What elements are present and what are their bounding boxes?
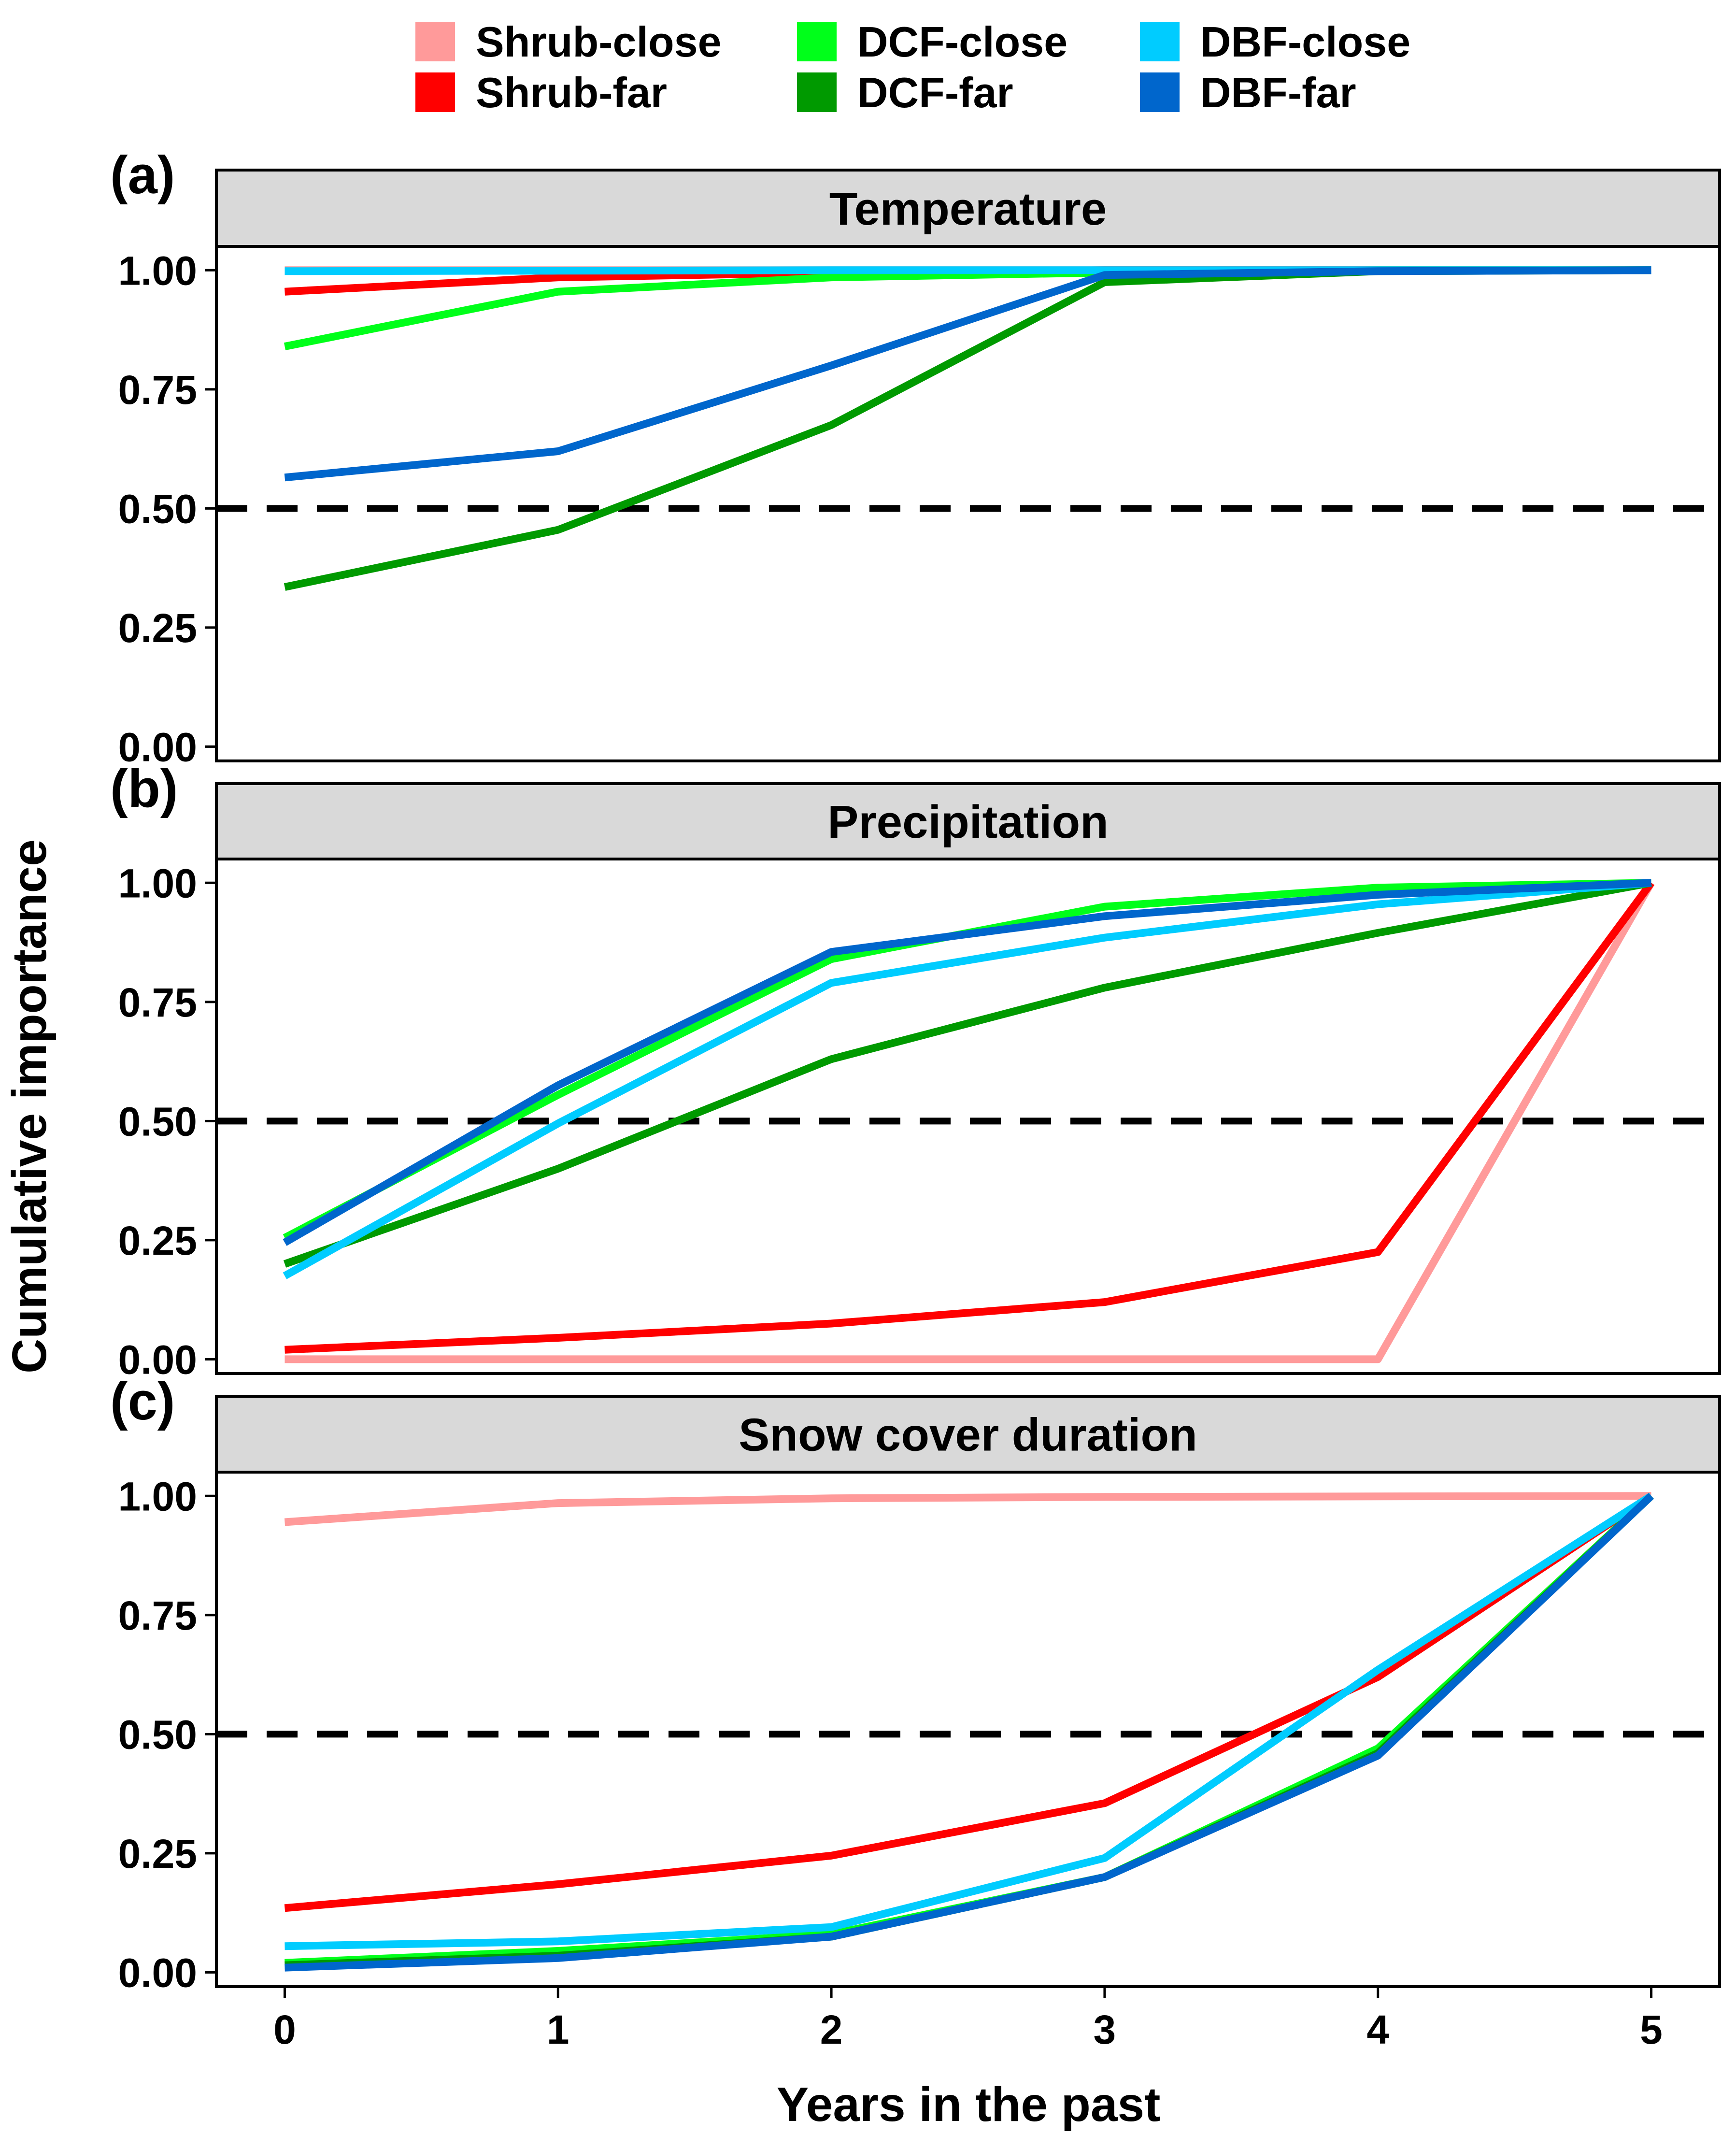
x-axis-title: Years in the past	[777, 2077, 1161, 2132]
y-tick-label: 1.00	[118, 860, 198, 906]
series-line-dcf-far	[283, 879, 1652, 1268]
facet-title: Temperature	[829, 183, 1107, 235]
legend-entry: DCF-far	[797, 69, 1013, 116]
y-tick-label: 0.75	[118, 367, 198, 413]
y-tick-label: 0.75	[118, 1593, 198, 1638]
series-line-dbf-close	[283, 879, 1652, 1279]
legend-entry: DBF-far	[1140, 69, 1356, 116]
y-tick-label: 0.00	[118, 724, 198, 770]
y-tick-label: 0.75	[118, 980, 198, 1025]
x-tick-label: 1	[547, 2007, 569, 2052]
legend-swatch	[415, 22, 455, 61]
legend-swatch	[797, 22, 837, 61]
legend-entry: Shrub-close	[415, 18, 722, 66]
panel-3: Snow cover duration (c) 0.00 0.25 0.50 0.75 1.…	[110, 1372, 1721, 2052]
legend-label: DBF-far	[1200, 69, 1356, 116]
y-tick-label: 0.00	[118, 1337, 198, 1382]
x-tick-label: 5	[1640, 2007, 1663, 2052]
facet-strip	[215, 169, 1721, 248]
panel-label: (c)	[110, 1372, 175, 1431]
panel-label: (a)	[110, 145, 175, 205]
legend-swatch	[1140, 22, 1180, 61]
legend-entry: DBF-close	[1140, 18, 1410, 66]
x-tick-label: 3	[1094, 2007, 1116, 2052]
series-line-dbf-far	[284, 266, 1651, 482]
y-tick-label: 0.50	[118, 486, 198, 531]
legend-entry: Shrub-far	[415, 69, 667, 116]
legend-label: DCF-close	[857, 18, 1067, 66]
y-tick-label: 0.00	[118, 1950, 198, 1995]
y-tick-label: 0.25	[118, 1831, 198, 1877]
y-tick-label: 1.00	[118, 1474, 198, 1519]
panel-1: Temperature (a) 0.00 0.25 0.50 0.75 1.00	[110, 145, 1721, 770]
plot-border	[215, 1471, 1721, 1988]
y-tick-label: 0.50	[118, 1712, 198, 1757]
y-tick-label: 0.25	[118, 605, 198, 651]
y-tick-label: 0.50	[118, 1099, 198, 1144]
legend-label: DBF-close	[1200, 18, 1410, 66]
x-tick-label: 0	[273, 2007, 296, 2052]
y-tick-label: 1.00	[118, 248, 198, 293]
series-line-dbf-far	[285, 1493, 1654, 1972]
panel-label: (b)	[110, 759, 178, 818]
panels: Temperature(a)0.000.250.500.751.00Precip…	[110, 145, 1721, 2052]
legend-swatch	[1140, 72, 1180, 112]
x-tick-label: 2	[820, 2007, 843, 2052]
series-line-shrub-close	[284, 1492, 1651, 1526]
legend-swatch	[415, 72, 455, 112]
series-line-shrub-far	[284, 1492, 1653, 1912]
legend-swatch	[797, 72, 837, 112]
legend-label: Shrub-close	[476, 18, 722, 66]
panel-2: Precipitation (b) 0.00 0.25 0.50 0.75 1.00	[110, 759, 1721, 1382]
plot-border	[215, 858, 1721, 1375]
facet-title: Snow cover duration	[739, 1409, 1197, 1461]
plot-border	[215, 245, 1721, 762]
series-line-dbf-far	[283, 879, 1651, 1246]
series-line-shrub-far	[285, 880, 1654, 1354]
facet-title: Precipitation	[827, 796, 1108, 848]
y-axis-title: Cumulative importance	[2, 839, 57, 1374]
x-tick-label: 4	[1366, 2007, 1389, 2052]
legend-label: DCF-far	[857, 69, 1013, 116]
y-tick-label: 0.25	[118, 1218, 198, 1263]
series-line-shrub-close	[285, 881, 1655, 1363]
legend-label: Shrub-far	[476, 69, 667, 116]
series-line-dbf-close	[285, 1492, 1653, 1950]
legend-entry: DCF-close	[797, 18, 1067, 66]
facet-strip	[215, 1395, 1721, 1474]
